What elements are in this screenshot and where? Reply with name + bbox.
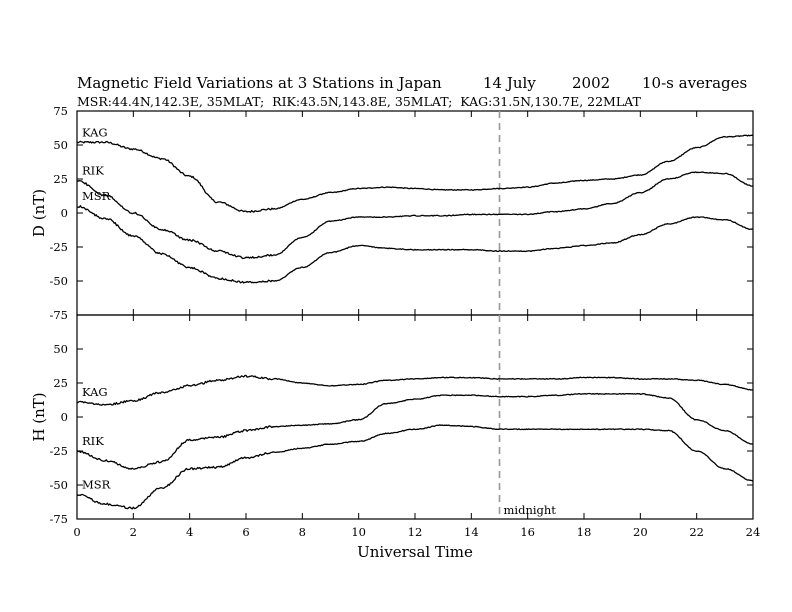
y-tick-label: 25 <box>53 172 68 186</box>
x-tick-label: 10 <box>351 525 366 539</box>
y-tick-label: 50 <box>53 342 68 356</box>
series-line-rik-2 <box>76 392 754 470</box>
series-label-msr: MSR <box>82 189 111 203</box>
y-tick-label: -50 <box>49 478 68 492</box>
y-tick-label: -75 <box>49 512 68 526</box>
series-line-kag-2 <box>76 374 753 406</box>
series-line-msr-1 <box>76 205 754 284</box>
x-tick-label: 18 <box>577 525 592 539</box>
chart-year: 2002 <box>572 74 610 92</box>
x-axis-label: Universal Time <box>357 543 473 561</box>
y-tick-label: -50 <box>49 274 68 288</box>
y-tick-label: 50 <box>53 138 68 152</box>
y-tick-label: 75 <box>53 104 68 118</box>
series-label-rik: RIK <box>82 434 104 448</box>
x-tick-label: 22 <box>689 525 704 539</box>
panel-frame-1 <box>76 110 754 316</box>
series-label-rik: RIK <box>82 163 104 177</box>
series-label-kag: KAG <box>82 385 108 399</box>
x-tick-label: 8 <box>299 525 306 539</box>
series-label-msr: MSR <box>82 478 111 492</box>
x-tick-label: 12 <box>408 525 423 539</box>
x-tick-label: 14 <box>464 525 479 539</box>
y-axis-label-2: H (nT) <box>30 392 48 441</box>
x-tick-label: 20 <box>633 525 648 539</box>
y-tick-label: -75 <box>49 308 68 322</box>
x-tick-label: 16 <box>520 525 535 539</box>
y-tick-label: -25 <box>49 240 68 254</box>
chart-title: Magnetic Field Variations at 3 Stations … <box>77 74 442 92</box>
x-tick-label: 4 <box>186 525 193 539</box>
x-tick-label: 2 <box>130 525 137 539</box>
panel-frame-2 <box>76 314 754 520</box>
x-tick-label: 24 <box>746 525 761 539</box>
y-tick-label: 0 <box>61 206 68 220</box>
y-axis-label-1: D (nT) <box>30 189 48 237</box>
chart-averaging: 10-s averages <box>642 74 747 92</box>
chart-stations-info: MSR:44.4N,142.3E, 35MLAT; RIK:43.5N,143.… <box>77 94 641 109</box>
x-tick-label: 0 <box>73 525 80 539</box>
series-line-kag-1 <box>76 134 754 213</box>
series-label-kag: KAG <box>82 125 108 139</box>
y-tick-label: 25 <box>53 376 68 390</box>
series-line-msr-2 <box>76 424 754 510</box>
chart-date: 14 July <box>483 74 536 92</box>
y-tick-label: -25 <box>49 444 68 458</box>
midnight-label: midnight <box>504 503 557 517</box>
x-tick-label: 6 <box>242 525 249 539</box>
series-line-rik-1 <box>76 171 753 260</box>
y-tick-label: 0 <box>61 410 68 424</box>
